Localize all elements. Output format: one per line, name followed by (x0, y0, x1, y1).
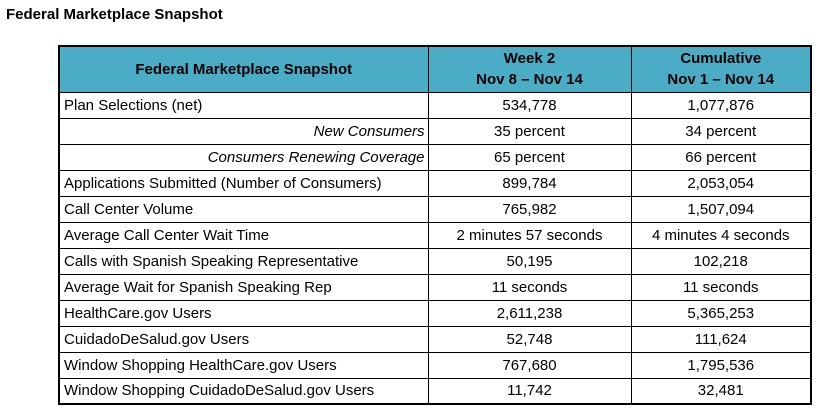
week2-value: 35 percent (427, 117, 632, 145)
header-week2-column: Week 2 Nov 8 – Nov 14 (427, 45, 632, 93)
table-row: HealthCare.gov Users 2,611,238 5,365,253 (58, 299, 812, 327)
metric-label: Window Shopping CuidadoDeSalud.gov Users (58, 377, 429, 405)
cumulative-value: 66 percent (630, 143, 812, 171)
metric-label: Calls with Spanish Speaking Representati… (58, 247, 429, 275)
week2-value: 767,680 (427, 351, 632, 379)
cumulative-value: 1,077,876 (630, 91, 812, 119)
metric-label: Plan Selections (net) (58, 91, 429, 119)
week2-value: 11,742 (427, 377, 632, 405)
header-cumulative-title: Cumulative (680, 50, 762, 68)
cumulative-value: 11 seconds (630, 273, 812, 301)
table-body: Plan Selections (net) 534,778 1,077,876 … (58, 91, 812, 405)
header-cumulative-daterange: Nov 1 – Nov 14 (667, 71, 775, 89)
cumulative-value: 1,795,536 (630, 351, 812, 379)
table-row: New Consumers 35 percent 34 percent (58, 117, 812, 145)
week2-value: 11 seconds (427, 273, 632, 301)
cumulative-value: 1,507,094 (630, 195, 812, 223)
table-row: Window Shopping HealthCare.gov Users 767… (58, 351, 812, 379)
metric-label: Applications Submitted (Number of Consum… (58, 169, 429, 197)
header-row: Federal Marketplace Snapshot Week 2 Nov … (58, 45, 812, 93)
cumulative-value: 32,481 (630, 377, 812, 405)
table-header: Federal Marketplace Snapshot Week 2 Nov … (58, 45, 812, 93)
metric-label: Window Shopping HealthCare.gov Users (58, 351, 429, 379)
week2-value: 534,778 (427, 91, 632, 119)
table-row: Calls with Spanish Speaking Representati… (58, 247, 812, 275)
header-week2-title: Week 2 (503, 50, 556, 68)
table-row: Consumers Renewing Coverage 65 percent 6… (58, 143, 812, 171)
table-row: Average Call Center Wait Time 2 minutes … (58, 221, 812, 249)
metric-label: HealthCare.gov Users (58, 299, 429, 327)
metric-sublabel: Consumers Renewing Coverage (58, 143, 429, 171)
table-row: Call Center Volume 765,982 1,507,094 (58, 195, 812, 223)
metric-label: Call Center Volume (58, 195, 429, 223)
cumulative-value: 34 percent (630, 117, 812, 145)
cumulative-value: 2,053,054 (630, 169, 812, 197)
week2-value: 2 minutes 57 seconds (427, 221, 632, 249)
federal-marketplace-snapshot-table: Federal Marketplace Snapshot Week 2 Nov … (58, 45, 812, 405)
week2-value: 765,982 (427, 195, 632, 223)
cumulative-value: 5,365,253 (630, 299, 812, 327)
metric-label: CuidadoDeSalud.gov Users (58, 325, 429, 353)
header-metric-label: Federal Marketplace Snapshot (135, 60, 353, 78)
metric-sublabel: New Consumers (58, 117, 429, 145)
week2-value: 899,784 (427, 169, 632, 197)
table-row: Window Shopping CuidadoDeSalud.gov Users… (58, 377, 812, 405)
table-row: Plan Selections (net) 534,778 1,077,876 (58, 91, 812, 119)
week2-value: 2,611,238 (427, 299, 632, 327)
metric-label: Average Wait for Spanish Speaking Rep (58, 273, 429, 301)
header-week2-daterange: Nov 8 – Nov 14 (476, 71, 583, 89)
table-row: Applications Submitted (Number of Consum… (58, 169, 812, 197)
cumulative-value: 4 minutes 4 seconds (630, 221, 812, 249)
table-row: CuidadoDeSalud.gov Users 52,748 111,624 (58, 325, 812, 353)
header-cumulative-column: Cumulative Nov 1 – Nov 14 (630, 45, 812, 93)
metric-label: Average Call Center Wait Time (58, 221, 429, 249)
week2-value: 52,748 (427, 325, 632, 353)
week2-value: 65 percent (427, 143, 632, 171)
header-metric-column: Federal Marketplace Snapshot (58, 45, 429, 93)
table-row: Average Wait for Spanish Speaking Rep 11… (58, 273, 812, 301)
week2-value: 50,195 (427, 247, 632, 275)
cumulative-value: 102,218 (630, 247, 812, 275)
cumulative-value: 111,624 (630, 325, 812, 353)
page-title: Federal Marketplace Snapshot (6, 6, 223, 23)
